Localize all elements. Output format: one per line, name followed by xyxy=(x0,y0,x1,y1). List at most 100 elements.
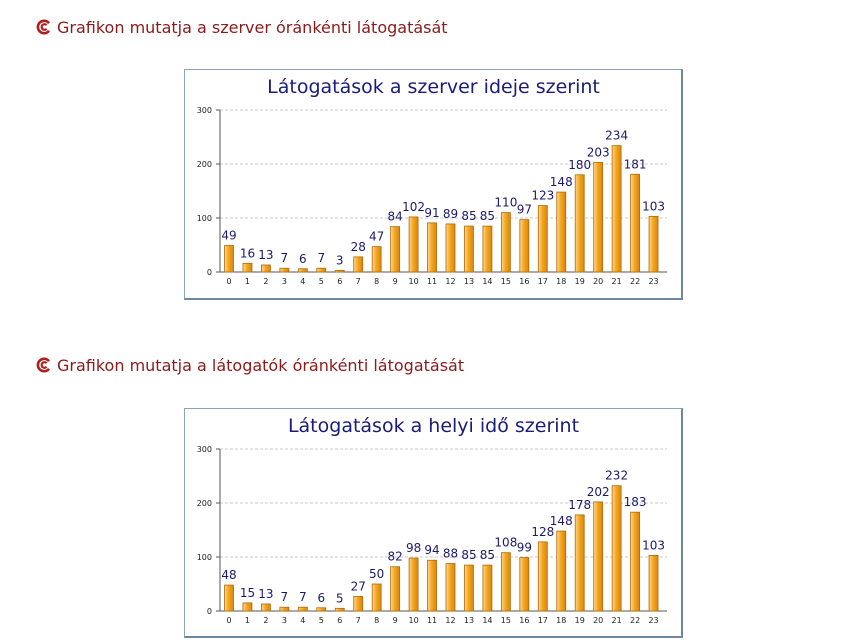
section-heading-text: Grafikon mutatja a látogatók óránkénti l… xyxy=(57,355,465,375)
chart-title: Látogatások a helyi idő szerint xyxy=(288,415,579,437)
data-label: 110 xyxy=(494,196,517,210)
x-tick-label: 8 xyxy=(374,616,379,625)
x-tick-label: 6 xyxy=(337,616,342,625)
bar xyxy=(611,485,622,612)
data-label: 3 xyxy=(336,253,344,267)
data-label: 5 xyxy=(336,591,344,605)
x-tick-label: 9 xyxy=(393,277,398,286)
x-tick-label: 18 xyxy=(556,616,566,625)
x-tick-label: 17 xyxy=(538,616,548,625)
data-label: 6 xyxy=(299,252,307,266)
data-label: 123 xyxy=(531,189,554,203)
local-time-section-heading: Grafikon mutatja a látogatók óránkénti l… xyxy=(36,355,464,375)
x-tick-label: 11 xyxy=(427,616,437,625)
bar xyxy=(371,246,382,273)
data-label: 180 xyxy=(568,158,591,172)
data-label: 128 xyxy=(531,525,554,539)
data-label: 181 xyxy=(624,157,647,171)
bar xyxy=(556,191,567,273)
bar xyxy=(316,267,327,273)
data-label: 99 xyxy=(517,541,532,555)
data-label: 7 xyxy=(281,590,289,604)
x-tick-label: 22 xyxy=(630,616,640,625)
data-label: 102 xyxy=(402,200,425,214)
bar xyxy=(611,145,622,273)
x-tick-label: 23 xyxy=(648,616,658,625)
server-time-chart-panel: Látogatások a szerver ideje szerint 0 100 2… xyxy=(184,69,683,300)
bar xyxy=(408,557,419,612)
bar xyxy=(427,559,437,612)
data-label: 13 xyxy=(258,248,273,262)
data-label: 234 xyxy=(605,129,628,143)
bar xyxy=(334,607,345,612)
x-tick-label: 21 xyxy=(612,277,622,286)
bar xyxy=(500,552,511,612)
x-tick-label: 9 xyxy=(393,616,398,625)
data-label: 84 xyxy=(387,210,402,224)
data-label: 13 xyxy=(258,587,273,601)
data-label: 89 xyxy=(443,207,458,221)
bar xyxy=(593,501,604,612)
x-tick-label: 15 xyxy=(501,616,511,625)
x-tick-label: 7 xyxy=(356,616,361,625)
bar xyxy=(445,223,456,273)
data-label: 94 xyxy=(424,543,439,557)
data-label: 91 xyxy=(424,206,439,220)
data-label: 15 xyxy=(240,586,255,600)
bar xyxy=(464,225,474,273)
data-label: 85 xyxy=(480,209,495,223)
x-tick-label: 10 xyxy=(408,277,418,286)
bar xyxy=(297,268,308,273)
x-tick-label: 7 xyxy=(356,277,361,286)
y-tick-label: 300 xyxy=(197,106,212,115)
bar xyxy=(648,554,659,612)
bar xyxy=(390,566,401,612)
y-tick-label: 100 xyxy=(197,214,212,223)
bar xyxy=(408,216,419,273)
bar xyxy=(390,226,401,273)
y-tick-label: 200 xyxy=(197,160,212,169)
data-label: 202 xyxy=(587,485,610,499)
server-time-chart: Látogatások a szerver ideje szerint01002… xyxy=(197,76,667,286)
bar xyxy=(519,557,530,612)
data-label: 88 xyxy=(443,546,458,560)
bar xyxy=(519,219,530,273)
x-tick-label: 16 xyxy=(519,616,529,625)
data-label: 148 xyxy=(550,175,573,189)
x-tick-label: 14 xyxy=(482,277,492,286)
bar xyxy=(353,596,364,612)
x-tick-label: 20 xyxy=(593,277,603,286)
bar xyxy=(279,606,290,612)
bar xyxy=(537,205,548,273)
x-tick-label: 23 xyxy=(648,277,658,286)
brand-logo-icon xyxy=(36,19,51,35)
bar xyxy=(427,222,437,273)
bar xyxy=(445,563,456,612)
data-label: 47 xyxy=(369,230,384,244)
x-tick-label: 21 xyxy=(612,616,622,625)
server-time-section-heading: Grafikon mutatja a szerver óránkénti lát… xyxy=(36,17,448,37)
section-heading-text: Grafikon mutatja a szerver óránkénti lát… xyxy=(57,17,448,37)
x-tick-label: 5 xyxy=(319,277,324,286)
bar xyxy=(630,173,640,273)
bar xyxy=(648,215,659,273)
x-tick-label: 22 xyxy=(630,277,640,286)
y-tick-label: 0 xyxy=(207,607,212,616)
data-label: 85 xyxy=(461,209,476,223)
data-label: 203 xyxy=(587,145,610,159)
data-label: 7 xyxy=(317,251,325,265)
chart-title: Látogatások a szerver ideje szerint xyxy=(267,76,600,98)
data-label: 7 xyxy=(299,590,307,604)
data-label: 48 xyxy=(221,568,236,582)
bar xyxy=(297,606,308,612)
x-tick-label: 1 xyxy=(245,277,250,286)
data-label: 97 xyxy=(517,203,532,217)
data-label: 178 xyxy=(568,498,591,512)
data-label: 148 xyxy=(550,514,573,528)
data-label: 183 xyxy=(624,495,647,509)
bar xyxy=(574,514,585,612)
x-tick-label: 11 xyxy=(427,277,437,286)
x-tick-label: 17 xyxy=(538,277,548,286)
data-label: 49 xyxy=(221,229,236,243)
x-tick-label: 19 xyxy=(575,277,585,286)
